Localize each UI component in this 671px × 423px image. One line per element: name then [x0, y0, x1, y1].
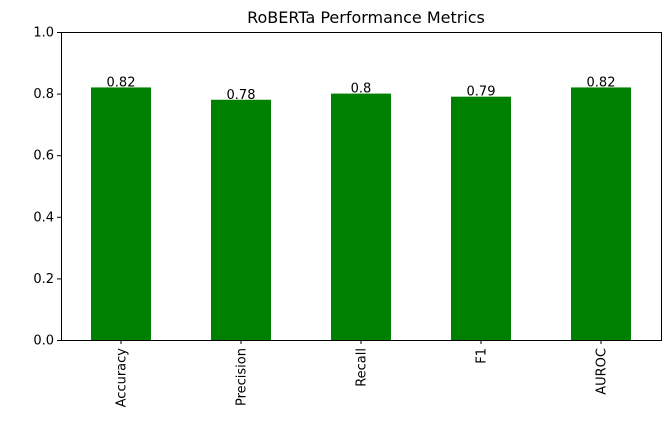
x-tick-label-recall: Recall	[355, 348, 370, 387]
bar-recall	[331, 93, 391, 340]
data-labels: 0.82 0.78 0.8 0.79 0.82	[107, 75, 616, 102]
x-tick-label-f1: F1	[475, 348, 490, 364]
y-tick-label: 1.0	[33, 26, 54, 41]
bar-auroc	[571, 87, 631, 340]
chart-title: RoBERTa Performance Metrics	[247, 8, 485, 27]
data-label-recall: 0.8	[351, 82, 372, 97]
x-axis-ticks: Accuracy Precision Recall F1 AUROC	[115, 340, 610, 407]
bars	[91, 87, 631, 341]
y-tick-label: 0.0	[33, 334, 54, 349]
bar-f1	[451, 96, 511, 341]
data-label-accuracy: 0.82	[107, 75, 136, 90]
bar-precision	[211, 99, 271, 340]
x-tick-label-auroc: AUROC	[595, 348, 610, 395]
y-tick-label: 0.8	[33, 87, 54, 102]
y-tick-label: 0.2	[33, 272, 54, 287]
data-label-precision: 0.78	[227, 88, 256, 103]
y-tick-label: 0.6	[33, 149, 54, 164]
bar-accuracy	[91, 87, 151, 340]
y-axis-ticks: 0.0 0.2 0.4 0.6 0.8 1.0	[33, 26, 61, 349]
data-label-f1: 0.79	[467, 85, 496, 100]
x-tick-label-precision: Precision	[235, 348, 250, 406]
data-label-auroc: 0.82	[587, 75, 616, 90]
x-tick-label-accuracy: Accuracy	[115, 348, 130, 408]
y-tick-label: 0.4	[33, 210, 54, 225]
plot-frame	[61, 32, 662, 341]
